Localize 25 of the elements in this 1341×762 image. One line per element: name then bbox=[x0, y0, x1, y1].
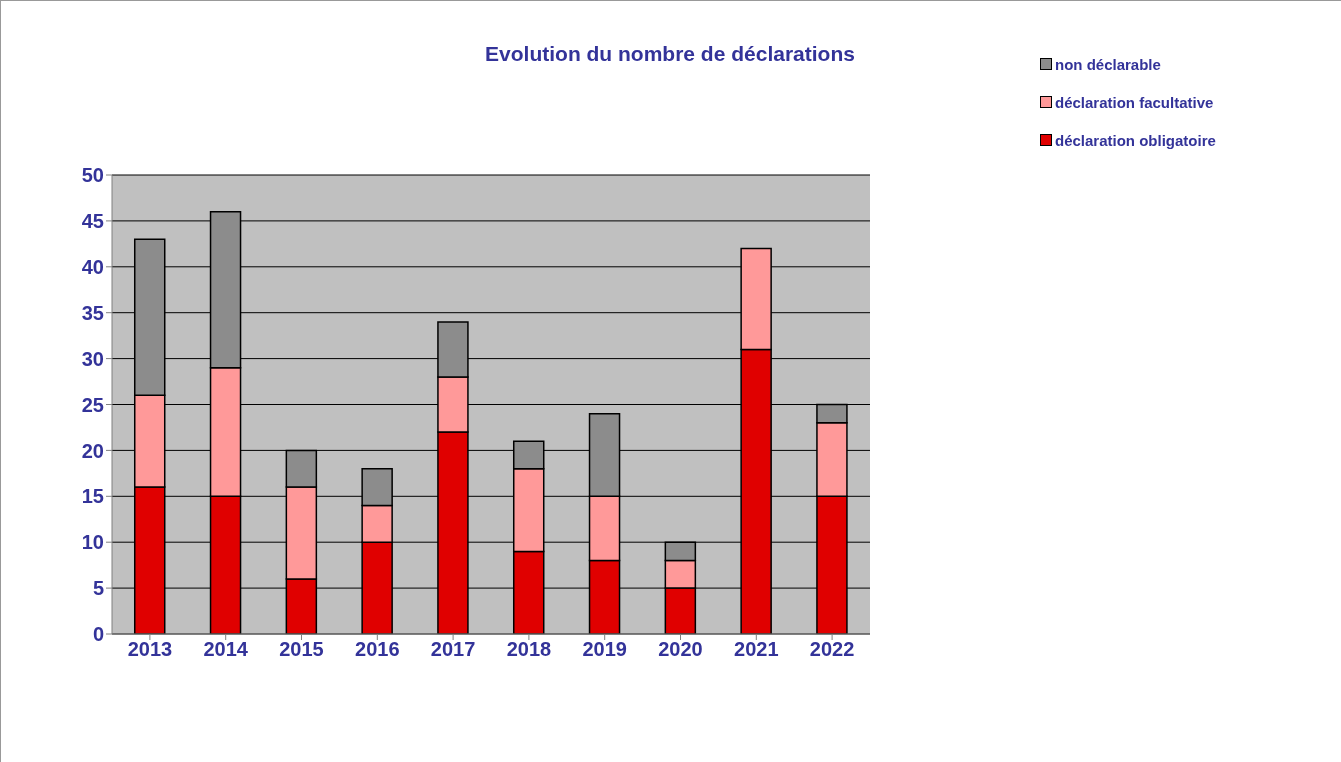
legend-label: déclaration obligatoire bbox=[1055, 131, 1216, 149]
x-tick-label: 2021 bbox=[734, 638, 779, 661]
chart-title: Evolution du nombre de déclarations bbox=[484, 42, 856, 66]
legend-label: déclaration facultative bbox=[1055, 93, 1214, 111]
y-tick-label: 5 bbox=[92, 577, 104, 600]
y-tick-label: 40 bbox=[81, 255, 104, 278]
x-tick-label: 2022 bbox=[809, 638, 855, 661]
y-tick-label: 0 bbox=[92, 623, 104, 646]
x-tick-label: 2014 bbox=[203, 638, 249, 661]
y-tick-label: 50 bbox=[81, 164, 104, 187]
y-tick-label: 45 bbox=[81, 210, 104, 232]
y-tick-label: 35 bbox=[81, 301, 104, 324]
x-tick-label: 2018 bbox=[506, 638, 552, 661]
x-tick-label: 2017 bbox=[430, 638, 476, 661]
x-tick-label: 2013 bbox=[127, 638, 173, 661]
x-tick-label: 2015 bbox=[279, 638, 324, 661]
y-tick-label: 25 bbox=[81, 393, 104, 416]
legend-label: non déclarable bbox=[1055, 55, 1161, 73]
y-tick-label: 20 bbox=[81, 439, 104, 462]
x-tick-label: 2019 bbox=[582, 638, 627, 661]
x-tick-label: 2020 bbox=[658, 638, 703, 661]
y-tick-label: 15 bbox=[81, 485, 104, 508]
y-tick-label: 30 bbox=[81, 347, 104, 370]
y-tick-label: 10 bbox=[81, 531, 104, 554]
x-tick-label: 2016 bbox=[355, 638, 400, 661]
